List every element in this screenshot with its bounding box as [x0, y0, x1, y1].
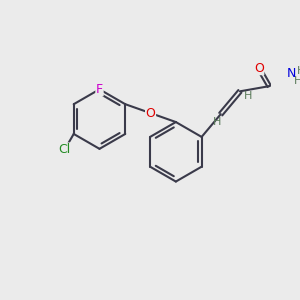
Text: F: F [96, 83, 103, 96]
Text: H: H [294, 76, 300, 86]
Text: H: H [213, 117, 221, 127]
Text: Cl: Cl [58, 143, 70, 156]
Text: O: O [146, 106, 155, 120]
Text: N: N [286, 67, 296, 80]
Text: H: H [244, 91, 252, 101]
Text: H: H [297, 66, 300, 76]
Text: O: O [254, 61, 264, 75]
